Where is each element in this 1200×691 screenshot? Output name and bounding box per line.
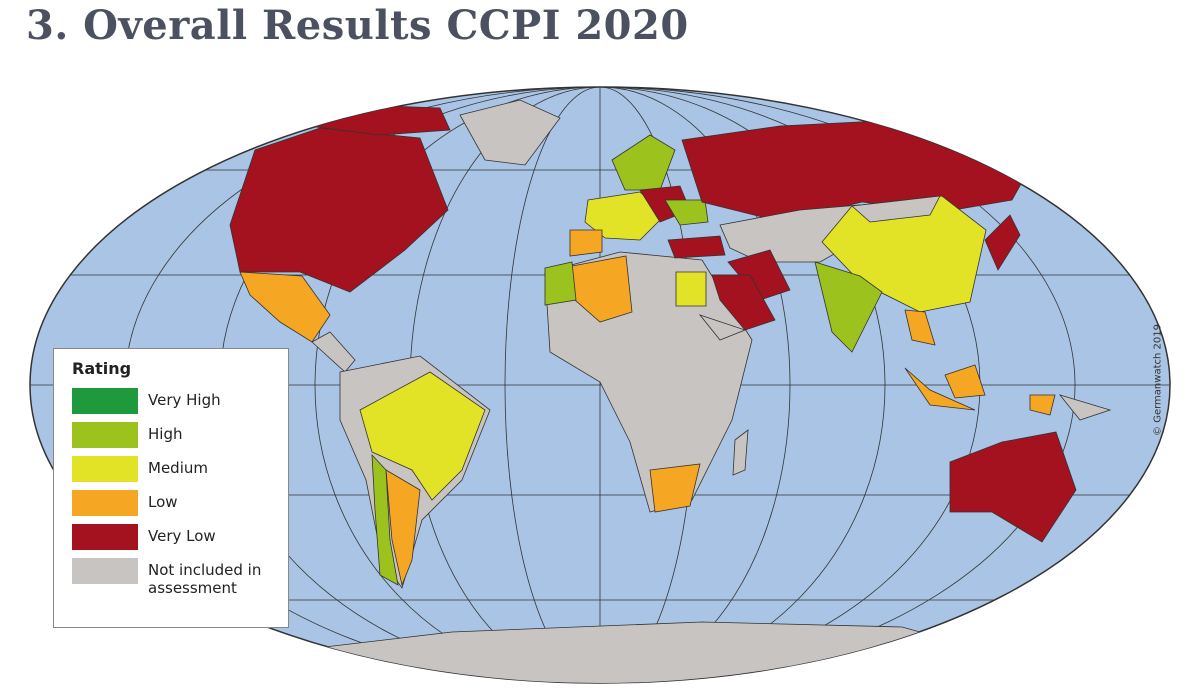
country bbox=[385, 469, 421, 587]
country bbox=[984, 214, 1021, 271]
legend-swatch bbox=[72, 388, 138, 414]
country bbox=[667, 235, 726, 259]
country bbox=[584, 191, 666, 241]
legend-label: High bbox=[148, 425, 183, 443]
legend-item: Low bbox=[72, 490, 270, 516]
country bbox=[1058, 394, 1112, 421]
country bbox=[1029, 394, 1056, 416]
country bbox=[675, 271, 707, 307]
country bbox=[359, 371, 486, 501]
legend-swatch bbox=[72, 422, 138, 448]
legend-item: Very High bbox=[72, 388, 270, 414]
country bbox=[311, 331, 356, 373]
country bbox=[544, 261, 577, 306]
country bbox=[229, 127, 449, 293]
country bbox=[371, 453, 399, 586]
legend-label: Very High bbox=[148, 391, 221, 409]
legend-swatch bbox=[72, 490, 138, 516]
country bbox=[851, 195, 941, 223]
legend-label: Not included in assessment bbox=[148, 561, 262, 597]
country bbox=[664, 199, 709, 226]
country bbox=[459, 99, 561, 166]
legend-label: Very Low bbox=[148, 527, 216, 545]
country bbox=[698, 314, 747, 341]
country bbox=[569, 229, 603, 257]
legend-title: Rating bbox=[72, 359, 132, 378]
country bbox=[711, 274, 776, 331]
country bbox=[904, 309, 936, 346]
legend-swatch bbox=[72, 558, 138, 584]
legend: Rating Very High High Medium Low Very Low Not… bbox=[53, 348, 289, 628]
country bbox=[949, 431, 1077, 543]
legend-swatch bbox=[72, 524, 138, 550]
country bbox=[732, 429, 749, 476]
country bbox=[611, 134, 676, 191]
title: 3. Overall Results CCPI 2020 bbox=[26, 2, 689, 49]
countries bbox=[229, 99, 1129, 683]
copyright: © Germanwatch 2019 bbox=[1152, 324, 1164, 436]
country bbox=[904, 367, 976, 411]
legend-item: Medium bbox=[72, 456, 270, 482]
legend-item: Not included in assessment bbox=[72, 558, 270, 597]
legend-label: Medium bbox=[148, 459, 208, 477]
country bbox=[944, 364, 986, 399]
legend-swatch bbox=[72, 456, 138, 482]
country bbox=[814, 261, 883, 353]
legend-item: Very Low bbox=[72, 524, 270, 550]
legend-label: Low bbox=[148, 493, 178, 511]
legend-items: Very High High Medium Low Very Low Not includ… bbox=[72, 388, 270, 597]
legend-item: High bbox=[72, 422, 270, 448]
country bbox=[649, 463, 701, 513]
